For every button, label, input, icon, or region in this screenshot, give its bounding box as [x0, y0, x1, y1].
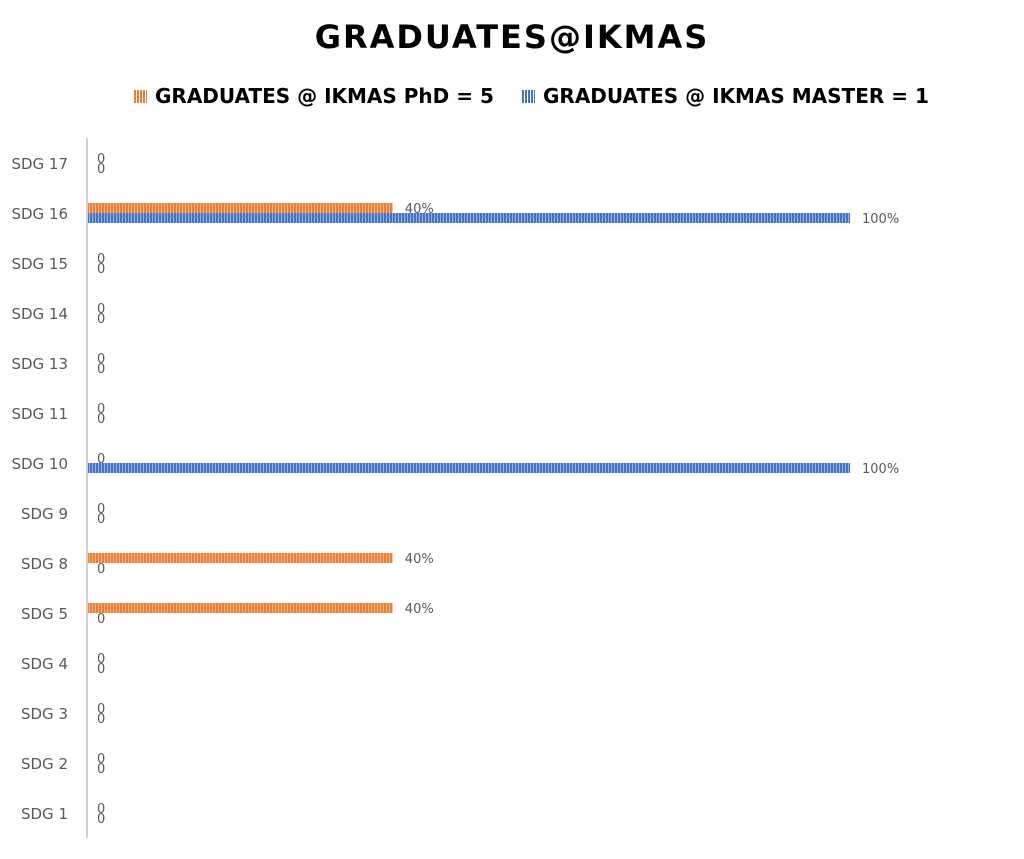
- data-label-master: 100%: [862, 212, 899, 227]
- y-tick-label: SDG 17: [11, 155, 68, 173]
- data-label-master: 0: [97, 162, 105, 177]
- legend: GRADUATES @ IKMAS PhD = 5 GRADUATES @ IK…: [0, 84, 1024, 112]
- data-label-phd: 0: [97, 352, 105, 367]
- data-label-phd: 0: [97, 302, 105, 317]
- data-label-phd: 0: [97, 702, 105, 717]
- y-tick-label: SDG 2: [21, 755, 68, 773]
- legend-label-master: GRADUATES @ IKMAS MASTER = 1: [543, 84, 929, 108]
- data-label-phd: 0: [97, 752, 105, 767]
- data-label-master: 0: [97, 662, 105, 677]
- data-label-master: 0: [97, 262, 105, 277]
- data-label-phd: 0: [97, 252, 105, 267]
- data-label-master: 0: [97, 512, 105, 527]
- legend-label-phd: GRADUATES @ IKMAS PhD = 5: [155, 84, 494, 108]
- y-tick-label: SDG 10: [11, 455, 68, 473]
- legend-item-phd: GRADUATES @ IKMAS PhD = 5: [134, 84, 494, 108]
- data-label-phd: 0: [97, 452, 105, 467]
- chart-title: GRADUATES@IKMAS: [314, 18, 710, 56]
- legend-item-master: GRADUATES @ IKMAS MASTER = 1: [522, 84, 929, 108]
- data-label-phd: 0: [97, 152, 105, 167]
- legend-swatch-master: [522, 89, 535, 103]
- y-tick-label: SDG 8: [21, 555, 68, 573]
- bar-master: [88, 463, 850, 473]
- data-label-phd: 0: [97, 652, 105, 667]
- y-tick-label: SDG 15: [11, 255, 68, 273]
- y-tick-label: SDG 13: [11, 355, 68, 373]
- data-label-master: 0: [97, 312, 105, 327]
- data-label-phd: 40%: [405, 552, 434, 567]
- y-tick-label: SDG 9: [21, 505, 68, 523]
- bar-phd: [88, 603, 393, 613]
- data-label-master: 100%: [862, 462, 899, 477]
- data-label-phd: 0: [97, 502, 105, 517]
- y-tick-label: SDG 1: [21, 805, 68, 823]
- y-tick-label: SDG 4: [21, 655, 68, 673]
- bar-phd: [88, 553, 393, 563]
- data-label-master: 0: [97, 712, 105, 727]
- data-label-master: 0: [97, 562, 105, 577]
- data-label-phd: 40%: [405, 602, 434, 617]
- y-tick-label: SDG 5: [21, 605, 68, 623]
- y-tick-label: SDG 3: [21, 705, 68, 723]
- data-label-phd: 0: [97, 802, 105, 817]
- bar-phd: [88, 203, 393, 213]
- legend-swatch-phd: [134, 89, 147, 103]
- data-label-phd: 0: [97, 402, 105, 417]
- bar-master: [88, 213, 850, 223]
- data-label-master: 0: [97, 762, 105, 777]
- y-tick-label: SDG 16: [11, 205, 68, 223]
- data-label-master: 0: [97, 612, 105, 627]
- data-label-phd: 40%: [405, 202, 434, 217]
- data-label-master: 0: [97, 412, 105, 427]
- data-label-master: 0: [97, 812, 105, 827]
- data-label-master: 0: [97, 362, 105, 377]
- y-tick-label: SDG 14: [11, 305, 68, 323]
- y-tick-label: SDG 11: [11, 405, 68, 423]
